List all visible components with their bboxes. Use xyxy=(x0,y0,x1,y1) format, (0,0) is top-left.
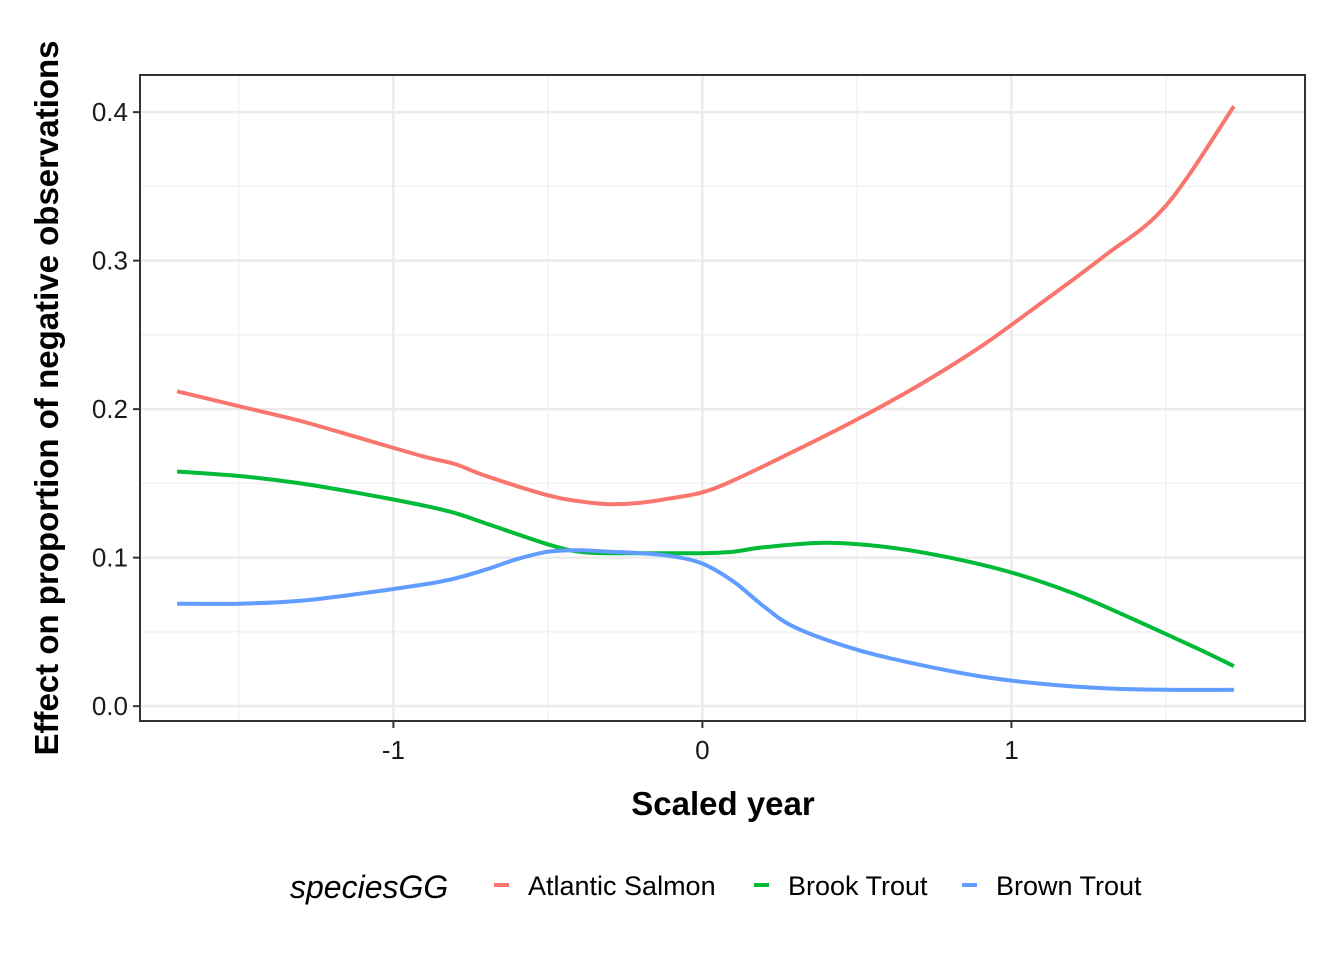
x-tick-label: 0 xyxy=(695,735,709,765)
y-axis-title: Effect on proportion of negative observa… xyxy=(28,40,65,755)
x-axis-title: Scaled year xyxy=(631,785,815,822)
legend-item-atlantic-salmon: Atlantic Salmon xyxy=(494,871,716,901)
series-line-brook-trout xyxy=(176,469,1235,668)
x-tick-label: 1 xyxy=(1004,735,1018,765)
legend-title: speciesGG xyxy=(290,869,448,905)
y-tick-label: 0.2 xyxy=(92,394,128,424)
series-line-atlantic-salmon xyxy=(176,105,1236,507)
panel-border xyxy=(139,74,1306,722)
legend-label-brown-trout: Brown Trout xyxy=(996,871,1142,901)
legend-item-brown-trout: Brown Trout xyxy=(962,871,1142,901)
y-tick-label: 0.1 xyxy=(92,543,128,573)
gridlines xyxy=(140,75,1305,721)
y-tick-label: 0.3 xyxy=(92,246,128,276)
legend-items: Atlantic Salmon Brook Trout Brown Trout xyxy=(494,871,1142,901)
y-tick-label: 0.4 xyxy=(92,97,128,127)
legend: speciesGG Atlantic Salmon Brook Trout Brow… xyxy=(290,869,1142,905)
legend-label-brook-trout: Brook Trout xyxy=(788,871,928,901)
legend-label-atlantic-salmon: Atlantic Salmon xyxy=(528,871,716,901)
series-lines xyxy=(176,105,1236,692)
x-tick-label: -1 xyxy=(382,735,405,765)
y-tick-label: 0.0 xyxy=(92,691,128,721)
axis-ticks: 0.0 0.1 0.2 0.3 0.4 -1 0 1 xyxy=(92,97,1019,765)
series-line-brown-trout xyxy=(177,548,1234,692)
legend-item-brook-trout: Brook Trout xyxy=(754,871,928,901)
